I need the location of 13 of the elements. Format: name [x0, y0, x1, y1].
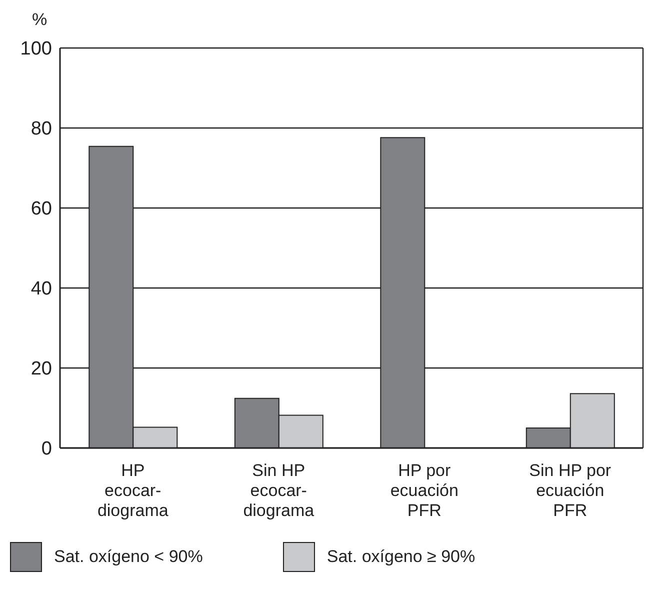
x-tick-label: HP por ecuación PFR: [390, 461, 458, 520]
legend-label: Sat. oxígeno < 90%: [54, 547, 203, 567]
y-tick-label: 20: [30, 358, 52, 380]
legend-label: Sat. oxígeno ≥ 90%: [326, 547, 476, 567]
y-tick-label: 40: [30, 278, 52, 300]
y-axis-title: %: [32, 10, 48, 30]
x-tick-label: HP ecocar- diograma: [97, 461, 169, 520]
x-tick-label: Sin HP por ecuación PFR: [529, 461, 612, 520]
y-tick-label: 80: [30, 118, 52, 140]
y-tick-label: 60: [30, 198, 52, 220]
x-tick-label: Sin HP ecocar- diograma: [243, 461, 315, 520]
y-tick-label: 0: [41, 438, 52, 460]
y-tick-label: 100: [20, 38, 52, 60]
